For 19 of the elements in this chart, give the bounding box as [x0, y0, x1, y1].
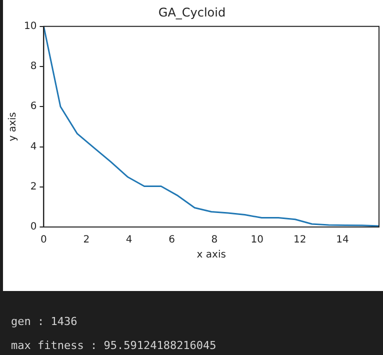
y-tick-label: 4: [30, 141, 37, 152]
x-tick-label: 14: [336, 234, 349, 246]
x-tick-label: 4: [126, 234, 132, 246]
x-tick-label: 2: [83, 234, 90, 246]
y-tick-label: 10: [24, 20, 37, 32]
text: max fitness : 95.59124188216045: [11, 338, 216, 354]
x-tick-label: 6: [168, 234, 175, 246]
y-tick-label: 8: [30, 61, 37, 72]
x-tick-label: 10: [250, 234, 264, 246]
y-tick-label: 2: [30, 181, 37, 192]
chart-title: GA_Cycloid: [158, 5, 226, 20]
x-tick-label: 0: [40, 234, 47, 246]
x-tick-label: 8: [211, 234, 218, 246]
x-tick-label: 12: [293, 234, 306, 246]
y-tick-label: 6: [30, 101, 37, 112]
x-axis-title: x axis: [196, 250, 226, 261]
y-axis-title: y axis: [8, 112, 19, 142]
y-tick-label: 0: [30, 222, 37, 233]
text: gen : 1436: [11, 314, 78, 330]
